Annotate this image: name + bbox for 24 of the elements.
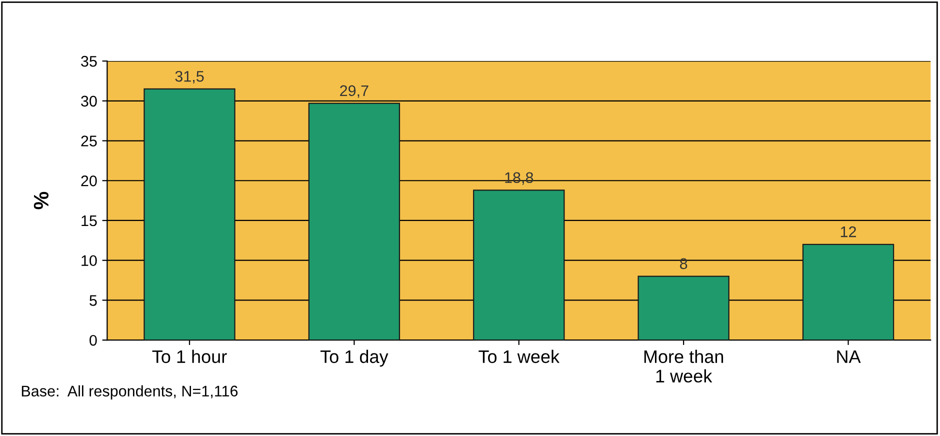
y-tick-label: 35 — [81, 56, 97, 67]
bar — [473, 190, 565, 340]
y-tick-label: 15 — [82, 216, 97, 226]
x-tick-label: To 1 week — [478, 350, 560, 364]
bar — [802, 244, 894, 340]
y-tick-label: 30 — [81, 96, 97, 107]
x-tick-label: More than 1 week — [644, 350, 724, 383]
data-label: 12 — [840, 226, 856, 238]
y-tick-label: 25 — [81, 136, 97, 146]
data-label: 29,7 — [340, 85, 368, 98]
data-label: 31,5 — [175, 70, 204, 84]
x-tick-label: To 1 day — [320, 350, 388, 367]
bar — [308, 102, 400, 340]
bar — [638, 276, 730, 340]
data-label: 8 — [680, 258, 688, 270]
x-tick-label: NA — [837, 350, 861, 363]
y-axis-title: % — [34, 192, 49, 210]
y-tick-label: 0 — [90, 334, 97, 346]
x-tick-label: To 1 hour — [152, 350, 227, 364]
y-tick-label: 5 — [90, 295, 97, 306]
y-tick-label: 10 — [82, 255, 97, 266]
text: Base: All respondents, N=1,116 — [22, 385, 238, 400]
y-tick-label: 20 — [81, 175, 97, 186]
bar — [144, 88, 236, 340]
